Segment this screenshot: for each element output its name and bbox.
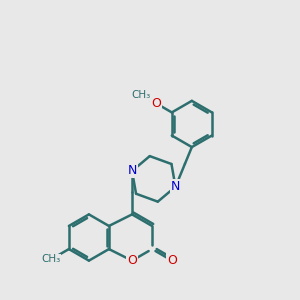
Text: CH₃: CH₃ <box>132 90 151 100</box>
Text: O: O <box>151 97 161 110</box>
Text: N: N <box>128 164 137 178</box>
Text: CH₃: CH₃ <box>41 254 61 265</box>
Text: O: O <box>167 254 177 267</box>
Text: N: N <box>171 180 180 193</box>
Text: O: O <box>127 254 137 267</box>
